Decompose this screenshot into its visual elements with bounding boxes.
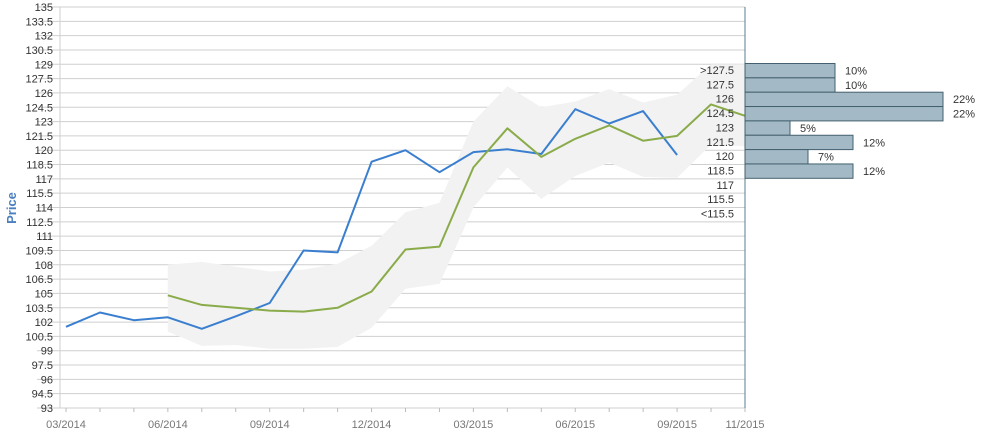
distribution-bar-value: 7% bbox=[818, 152, 834, 164]
y-tick-label: 94.5 bbox=[32, 389, 53, 401]
distribution-bar-value: 22% bbox=[953, 109, 975, 121]
y-tick-label: 100.5 bbox=[25, 331, 53, 343]
y-tick-label: 130.5 bbox=[25, 45, 53, 57]
x-tick-label: 09/2015 bbox=[657, 419, 697, 431]
y-tick-label: 124.5 bbox=[25, 102, 53, 114]
x-tick-label: 03/2015 bbox=[454, 419, 494, 431]
distribution-bin-label: 124.5 bbox=[706, 108, 734, 120]
y-tick-label: 106.5 bbox=[25, 274, 53, 286]
y-tick-label: 93 bbox=[41, 403, 53, 415]
y-axis-title: Price bbox=[4, 192, 19, 224]
distribution-bar bbox=[744, 63, 836, 79]
distribution-bin-label: 123 bbox=[716, 122, 734, 134]
y-tick-label: 120 bbox=[35, 145, 53, 157]
y-tick-label: 97.5 bbox=[32, 360, 53, 372]
y-tick-label: 115.5 bbox=[26, 188, 53, 200]
distribution-bar bbox=[744, 120, 791, 136]
grid-lines bbox=[37, 6, 745, 409]
distribution-bin-label: 121.5 bbox=[706, 137, 734, 149]
y-tick-label: 133.5 bbox=[25, 16, 53, 28]
distribution-bars: >127.5 10% 127.5 10% 126 22% 124.5 22% 123 5% 121.… bbox=[700, 63, 975, 221]
distribution-bar bbox=[744, 91, 944, 108]
y-tick-label: 105 bbox=[35, 288, 53, 300]
distribution-bin-label: >127.5 bbox=[700, 65, 734, 77]
distribution-bin-label: 127.5 bbox=[706, 79, 734, 91]
distribution-bar-value: 12% bbox=[863, 137, 885, 149]
distribution-bar-value: 10% bbox=[845, 80, 867, 92]
series-line-2 bbox=[167, 103, 746, 313]
distribution-bin-label: 117 bbox=[716, 180, 734, 192]
series-line-1 bbox=[65, 108, 678, 330]
y-tick-label: 132 bbox=[35, 31, 53, 43]
y-tick-label: 121.5 bbox=[25, 131, 53, 143]
distribution-bar bbox=[744, 149, 809, 165]
series-lines bbox=[65, 103, 746, 330]
y-tick-label: 111 bbox=[36, 231, 53, 243]
y-tick-label: 135 bbox=[35, 2, 53, 14]
distribution-bin-label: 115.5 bbox=[707, 194, 734, 206]
y-tick-label: 103.5 bbox=[25, 303, 53, 315]
distribution-bin-label: <115.5 bbox=[701, 209, 734, 221]
distribution-bar bbox=[744, 106, 944, 122]
y-tick-label: 109.5 bbox=[25, 245, 53, 257]
distribution-bar-value: 22% bbox=[953, 94, 975, 106]
distribution-bar-value: 12% bbox=[863, 166, 885, 178]
distribution-bar-value: 10% bbox=[845, 66, 867, 78]
distribution-bar bbox=[744, 134, 854, 151]
distribution-bin-label: 120 bbox=[716, 151, 734, 163]
x-tick-label: 03/2014 bbox=[46, 419, 86, 431]
x-tick-label: 06/2014 bbox=[148, 419, 188, 431]
x-tick-label: 06/2015 bbox=[555, 419, 595, 431]
x-tick-label: 12/2014 bbox=[352, 419, 392, 431]
y-tick-label: 108 bbox=[35, 260, 53, 272]
y-tick-label: 127.5 bbox=[25, 74, 53, 86]
y-tick-label: 117 bbox=[35, 174, 53, 186]
y-tick-label: 129 bbox=[35, 59, 53, 71]
y-tick-label: 112.5 bbox=[26, 217, 53, 229]
x-tick-label: 11/2015 bbox=[726, 419, 765, 431]
x-tick-label: 09/2014 bbox=[250, 419, 290, 431]
y-tick-label: 114 bbox=[35, 203, 53, 215]
y-tick-label: 99 bbox=[41, 346, 53, 358]
y-tick-label: 123 bbox=[35, 117, 53, 129]
y-tick-label: 126 bbox=[35, 88, 53, 100]
distribution-bar bbox=[744, 163, 854, 179]
distribution-bar bbox=[744, 77, 836, 93]
distribution-bin-label: 126 bbox=[716, 94, 734, 106]
y-tick-label: 118.5 bbox=[26, 160, 53, 172]
distribution-bin-label: 118.5 bbox=[707, 165, 734, 177]
y-tick-label: 102 bbox=[35, 317, 53, 329]
y-tick-label: 96 bbox=[41, 374, 53, 386]
x-axis: 03/2014 06/2014 09/2014 12/2014 03/2015 06/20… bbox=[46, 408, 764, 431]
y-axis: 135 133.5 132 130.5 129 127.5 126 124.5 123 121.5… bbox=[25, 2, 746, 415]
distribution-bar-value: 5% bbox=[800, 123, 816, 135]
